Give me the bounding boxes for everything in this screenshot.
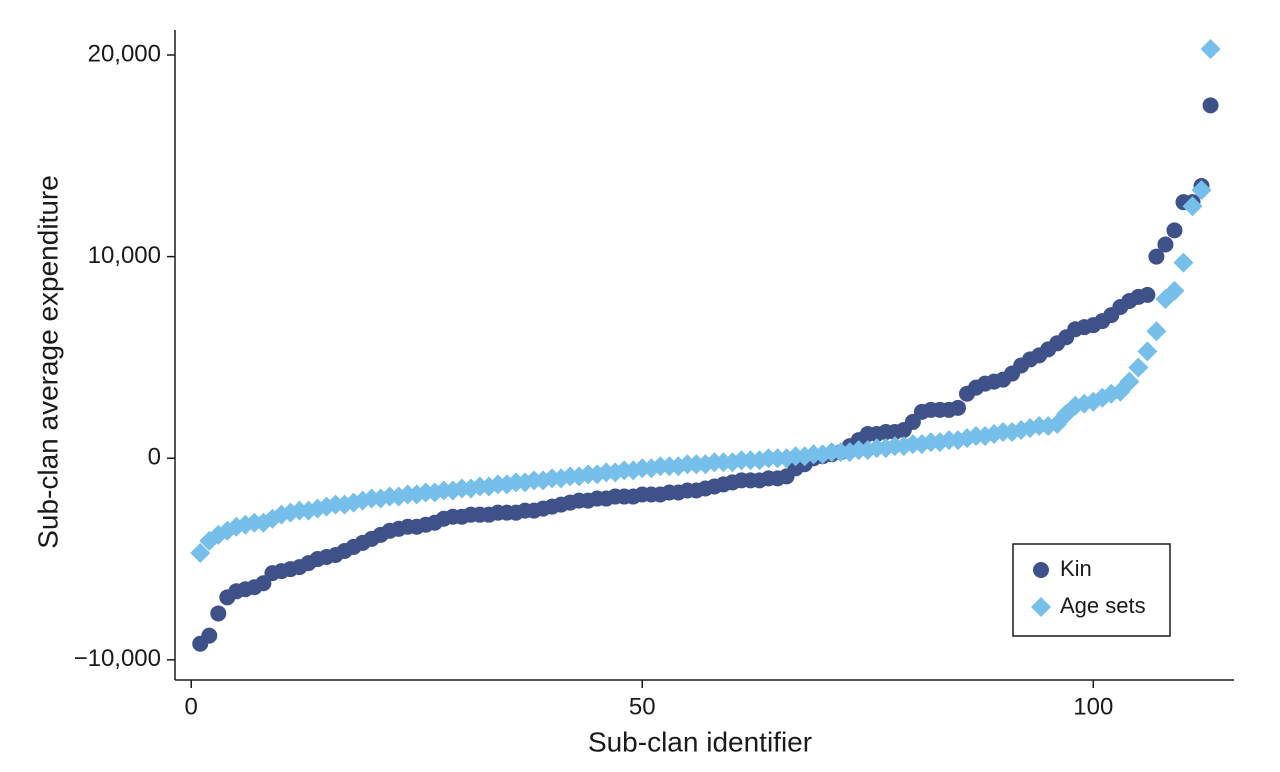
y-tick-label: 0 — [148, 444, 161, 471]
x-tick-label: 0 — [185, 693, 198, 720]
diamond-point — [1031, 597, 1051, 617]
diamond-point — [1200, 38, 1221, 59]
y-tick-label: 20,000 — [88, 40, 161, 67]
diamond-point — [190, 542, 211, 563]
circle-point — [1166, 222, 1183, 239]
y-tick-label: 10,000 — [88, 242, 161, 269]
diamond-point — [1128, 357, 1149, 378]
diamond-point — [280, 502, 301, 523]
diamond-point — [1182, 196, 1203, 217]
circle-point — [1202, 97, 1219, 114]
y-tick-label: −10,000 — [74, 645, 161, 672]
circle-point — [1148, 248, 1165, 265]
circle-point — [949, 399, 966, 416]
legend-label: Kin — [1060, 556, 1092, 581]
circle-point — [1157, 236, 1174, 253]
diamond-point — [1191, 180, 1212, 201]
diamond-point — [1119, 371, 1140, 392]
diamond-point — [1137, 341, 1158, 362]
legend-box — [1012, 543, 1171, 637]
legend-label: Age sets — [1060, 593, 1146, 618]
circle-point — [210, 605, 227, 622]
circle-point — [1033, 562, 1049, 578]
diamond-point — [1146, 321, 1167, 342]
y-axis-label: Sub-clan average expenditure — [32, 175, 63, 549]
x-tick-label: 100 — [1073, 693, 1113, 720]
diamond-point — [1173, 252, 1194, 273]
x-axis-label: Sub-clan identifier — [588, 726, 812, 757]
circle-point — [201, 627, 218, 644]
x-tick-label: 50 — [629, 693, 656, 720]
diamond-point — [1164, 280, 1185, 301]
circle-point — [1139, 286, 1156, 303]
diamond-point — [262, 508, 283, 529]
